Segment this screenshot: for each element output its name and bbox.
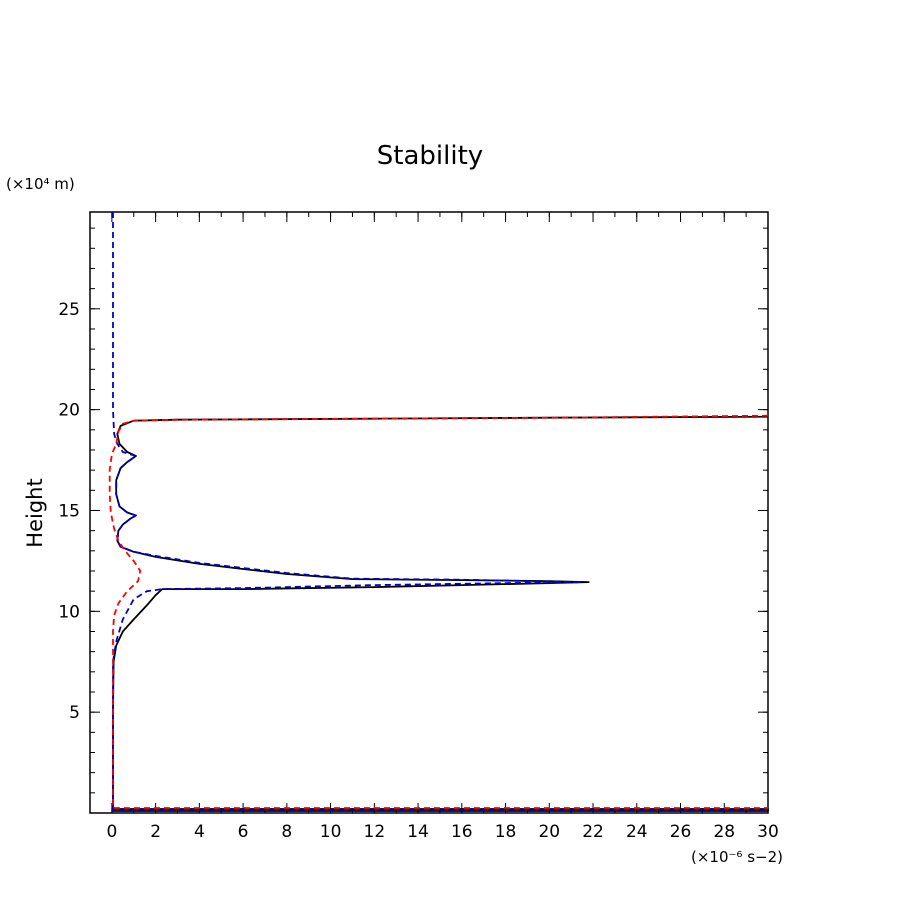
- x-tick-label: 24: [626, 822, 648, 842]
- x-tick-label: 20: [538, 822, 560, 842]
- y-tick-label: 5: [69, 703, 80, 723]
- x-tick-label: 30: [757, 822, 779, 842]
- x-tick-label: 0: [106, 822, 117, 842]
- series-line-1: [111, 415, 769, 812]
- series-line-3: [108, 414, 769, 809]
- x-tick-label: 2: [150, 822, 161, 842]
- plot-frame: [89, 211, 769, 814]
- y-tick-label: 15: [58, 501, 80, 521]
- x-tick-label: 26: [670, 822, 692, 842]
- x-tick-label: 16: [451, 822, 473, 842]
- x-axis-unit: (×10⁻⁶ s−2): [691, 848, 783, 866]
- x-tick-label: 4: [194, 822, 205, 842]
- x-tick-label: 6: [238, 822, 249, 842]
- x-tick-label: 28: [713, 822, 735, 842]
- x-tick-label: 22: [582, 822, 604, 842]
- chart-title: Stability: [377, 141, 483, 171]
- y-tick-label: 25: [58, 300, 80, 320]
- y-tick-label: 10: [58, 602, 80, 622]
- x-tick-label: 10: [320, 822, 342, 842]
- x-tick-label: 12: [364, 822, 386, 842]
- series-layer: [108, 212, 769, 812]
- y-tick-label: 20: [58, 401, 80, 421]
- y-axis-unit: (×10⁴ m): [6, 175, 75, 193]
- x-tick-label: 8: [281, 822, 292, 842]
- x-tick-label: 18: [495, 822, 517, 842]
- x-tick-label: 14: [407, 822, 429, 842]
- y-axis-label: Height: [23, 478, 47, 547]
- series-line-2: [112, 212, 768, 811]
